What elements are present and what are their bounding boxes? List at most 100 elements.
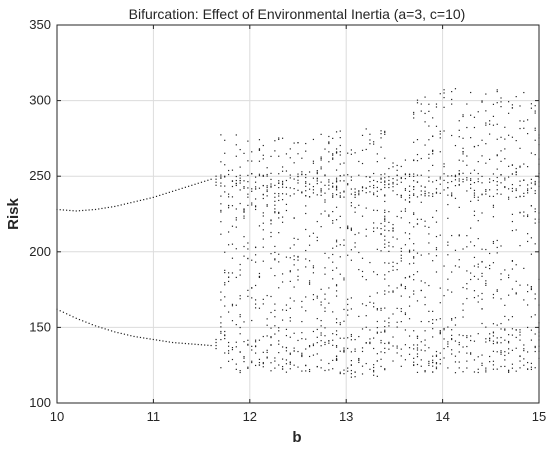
data-point [416,347,419,349]
data-point [168,341,170,343]
data-point [254,246,257,248]
data-point [220,338,222,341]
data-point [373,364,375,366]
data-point [466,177,468,179]
data-point [235,208,237,210]
data-point [220,211,222,213]
data-point [312,265,315,267]
data-point [350,249,352,251]
data-point [496,246,498,249]
data-point [278,180,280,182]
data-point [335,290,338,292]
data-point [231,205,234,207]
data-point [289,195,291,197]
data-point [365,362,367,365]
data-point [511,220,514,223]
data-point [424,350,426,352]
data-point [508,342,510,344]
data-point [458,235,460,237]
data-point [312,330,315,333]
data-point [369,133,371,135]
data-point [235,175,237,178]
data-point [384,186,386,189]
data-point [413,249,415,251]
data-point [312,294,315,296]
data-point [339,371,341,373]
data-point [470,339,472,342]
data-point [285,309,288,311]
data-point [373,374,375,376]
data-point [258,361,261,364]
data-point [384,274,386,276]
data-point [332,278,334,280]
data-point [339,350,341,352]
data-point [324,369,326,372]
data-point [343,239,345,241]
data-point [458,206,460,208]
data-point [320,189,322,191]
data-point [416,271,419,273]
data-point [462,181,464,183]
data-point [420,157,422,160]
data-point [492,179,495,182]
data-point [328,340,330,342]
data-point [210,344,212,347]
data-point [432,336,434,338]
data-point [335,219,338,221]
data-point [477,178,479,180]
data-point [278,138,280,141]
data-point [343,347,345,349]
data-point [384,180,386,182]
data-point [373,187,375,189]
data-point [384,320,386,322]
data-point [432,361,434,364]
data-point [477,368,479,370]
data-point [361,328,364,330]
x-tick-label: 15 [532,409,546,424]
data-point [117,205,119,207]
data-point [361,257,364,259]
data-point [369,338,371,340]
data-point [477,371,479,374]
data-point [281,166,284,168]
data-point [451,175,453,177]
data-point [428,284,430,287]
data-point [350,369,352,372]
data-point [384,215,386,217]
data-point [159,339,161,342]
data-point [274,196,276,198]
data-point [335,295,338,297]
data-point [251,361,253,364]
data-point [392,261,394,263]
data-point [530,362,533,364]
data-point [400,254,402,256]
data-point [254,176,257,178]
data-point [328,135,330,138]
data-point [504,359,506,361]
data-point [481,364,483,367]
data-point [293,193,295,195]
data-point [530,205,533,207]
data-point [247,343,249,345]
data-point [523,192,525,194]
data-point [254,303,257,305]
data-point [527,188,529,190]
data-point [270,336,272,339]
data-point [404,329,407,331]
data-point [428,103,430,105]
data-point [350,376,352,378]
data-point [392,313,394,315]
data-point [339,244,341,246]
data-point [347,226,349,228]
data-point [312,272,315,274]
data-point [489,333,491,335]
data-point [312,189,315,191]
data-point [266,204,268,206]
data-point [458,361,460,363]
data-point [439,137,441,139]
data-point [511,349,514,351]
data-point [262,363,264,365]
data-point [258,272,261,275]
data-point [274,184,276,187]
data-point [392,360,394,362]
